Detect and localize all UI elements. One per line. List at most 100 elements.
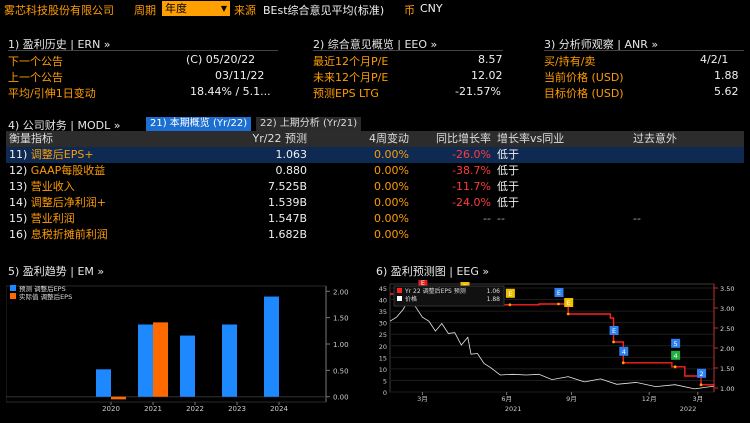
table-row[interactable]: 13) 营业收入 7.525B 0.00% -11.7% 低于 xyxy=(6,179,744,195)
y-tick-label: 0.00 xyxy=(333,394,349,402)
y-tick-label: 1.50 xyxy=(333,315,349,323)
period-value: 年度 xyxy=(165,2,187,15)
earnings-forecast-chart: 0510152025303540451.001.502.002.503.003.… xyxy=(379,280,734,413)
left-tick-label: 10 xyxy=(379,366,387,374)
row-number: 15) xyxy=(9,212,28,225)
change-4w-value: 0.00% xyxy=(374,212,409,225)
left-tick-label: 0 xyxy=(383,389,387,397)
company-name: 雾芯科技股份有限公司 xyxy=(4,4,114,17)
legend-swatch xyxy=(397,288,402,293)
column-header[interactable]: 过去意外 xyxy=(630,131,744,147)
row-number: 11) xyxy=(9,148,28,161)
left-tick-label: 25 xyxy=(379,331,387,339)
column-header[interactable]: 衡量指标 xyxy=(6,131,222,147)
event-marker-label: E xyxy=(508,290,512,298)
metric-name[interactable]: 调整后EPS+ xyxy=(30,148,94,161)
source-value[interactable]: BEst综合意见平均(标准) xyxy=(263,4,385,17)
x-year-label: 2022 xyxy=(680,405,697,413)
left-tick-label: 30 xyxy=(379,320,387,328)
metric-name[interactable]: 调整后净利润+ xyxy=(30,196,107,209)
x-tick-label: 2021 xyxy=(144,405,162,413)
right-tick-label: 2.00 xyxy=(720,345,734,353)
yoy-value: -- xyxy=(483,212,491,225)
event-marker xyxy=(554,288,564,297)
ern-value: (C) 05/20/22 xyxy=(186,53,256,66)
x-tick-label: 2020 xyxy=(102,405,120,413)
consensus-title[interactable]: 2) 综合意见概览 | EEO » xyxy=(313,38,438,51)
surprise-value xyxy=(630,179,744,195)
currency-value[interactable]: CNY xyxy=(420,2,443,15)
legend-label: 价格 xyxy=(405,295,417,303)
left-tick-label: 35 xyxy=(379,308,387,316)
anr-label: 买/持有/卖 xyxy=(544,55,596,68)
peer-growth-value: 低于 xyxy=(497,196,519,209)
change-4w-value: 0.00% xyxy=(374,228,409,241)
event-marker-label: 4 xyxy=(622,348,626,356)
column-header[interactable]: 同比增长率 xyxy=(412,131,494,147)
column-header[interactable]: 增长率vs同业 xyxy=(494,131,630,147)
metric-name[interactable]: 息税折摊前利润 xyxy=(30,228,108,241)
table-row[interactable]: 11) 调整后EPS+ 1.063 0.00% -26.0% 低于 xyxy=(6,147,744,163)
peer-growth-value: 低于 xyxy=(497,164,519,177)
metric-name[interactable]: 营业收入 xyxy=(30,180,75,193)
left-tick-label: 15 xyxy=(379,354,387,362)
analyst-title[interactable]: 3) 分析师观察 | ANR » xyxy=(544,38,659,51)
tab-current-period[interactable]: 21) 本期概览 (Yr/22) xyxy=(146,117,252,131)
x-month-label: 6月 xyxy=(501,395,512,403)
event-point xyxy=(621,361,625,365)
metric-name[interactable]: 营业利润 xyxy=(30,212,75,225)
forecast-value: 1.539B xyxy=(267,196,307,209)
peer-growth-value: -- xyxy=(497,212,505,225)
earnings-history-title[interactable]: 1) 盈利历史 | ERN » xyxy=(8,38,111,51)
source-label: 来源 xyxy=(234,4,256,17)
event-marker-label: 4 xyxy=(674,352,678,360)
right-tick-label: 1.00 xyxy=(720,385,734,393)
legend-swatch xyxy=(10,293,16,299)
anr-label: 目标价格 (USD) xyxy=(544,87,624,100)
divider xyxy=(8,50,278,51)
left-tick-label: 5 xyxy=(383,377,387,385)
y-tick-label: 1.00 xyxy=(333,341,349,349)
anr-value: 4/2/1 xyxy=(700,53,729,66)
event-point xyxy=(557,302,560,306)
x-month-label: 3月 xyxy=(692,395,703,403)
tab-prior-period[interactable]: 22) 上期分析 (Yr/21) xyxy=(256,117,362,131)
column-header[interactable]: Yr/22 预测 xyxy=(222,131,310,147)
event-point xyxy=(612,340,615,344)
event-point xyxy=(699,383,703,387)
column-header[interactable]: 4周变动 xyxy=(310,131,412,147)
yoy-value: -24.0% xyxy=(452,196,491,209)
chevron-down-icon: ▼ xyxy=(220,4,227,13)
left-tick-label: 40 xyxy=(379,297,387,305)
forecast-value: 1.063 xyxy=(275,148,308,161)
table-row[interactable]: 16) 息税折摊前利润 1.682B 0.00% xyxy=(6,227,744,243)
yoy-value: -26.0% xyxy=(452,148,491,161)
anr-value: 5.62 xyxy=(714,85,739,98)
event-marker-label: E xyxy=(612,327,616,335)
ern-value: 03/11/22 xyxy=(215,69,265,82)
event-marker xyxy=(671,338,681,348)
event-point xyxy=(508,303,512,307)
event-marker xyxy=(505,288,515,298)
forecast-value: 1.682B xyxy=(267,228,307,241)
right-tick-label: 3.50 xyxy=(720,285,734,293)
change-4w-value: 0.00% xyxy=(374,180,409,193)
earnings-forecast-chart-title[interactable]: 6) 盈利预测图 | EEG » xyxy=(376,265,490,278)
event-marker xyxy=(564,298,574,307)
financials-title[interactable]: 4) 公司财务 | MODL » xyxy=(8,119,121,132)
metric-name[interactable]: GAAP每股收益 xyxy=(30,164,106,177)
table-row[interactable]: 12) GAAP每股收益 0.880 0.00% -38.7% 低于 xyxy=(6,163,744,179)
forecast-value: 0.880 xyxy=(275,164,308,177)
yoy-value: -38.7% xyxy=(452,164,491,177)
table-row[interactable]: 14) 调整后净利润+ 1.539B 0.00% -24.0% 低于 xyxy=(6,195,744,211)
x-tick-label: 2022 xyxy=(186,405,204,413)
y-tick-label: 2.00 xyxy=(333,288,349,296)
right-tick-label: 3.00 xyxy=(720,305,734,313)
x-month-label: 3月 xyxy=(417,395,428,403)
table-row[interactable]: 15) 营业利润 1.547B 0.00% -- -- -- xyxy=(6,211,744,227)
event-marker-label: 2 xyxy=(699,370,703,378)
period-select[interactable]: 年度 ▼ xyxy=(162,1,230,16)
bar xyxy=(96,369,111,397)
earnings-trend-title[interactable]: 5) 盈利趋势 | EM » xyxy=(8,265,105,278)
ern-value: 18.44% / 5.1... xyxy=(190,85,271,98)
